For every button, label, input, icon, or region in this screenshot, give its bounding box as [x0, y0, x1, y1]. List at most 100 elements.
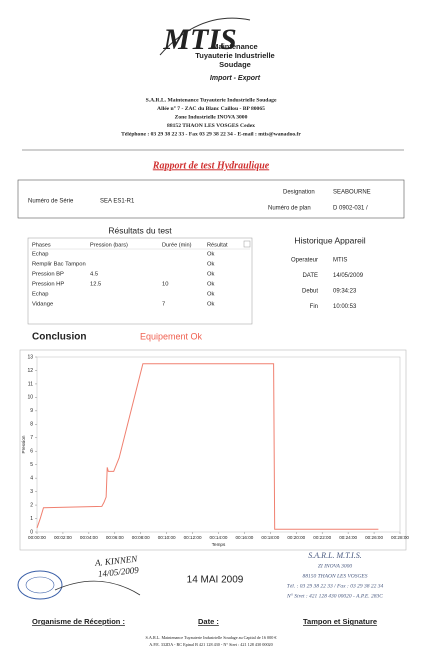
history-label: DATE: [302, 273, 318, 279]
y-tick-label: 2: [30, 502, 33, 508]
table-cell: Ok: [207, 262, 215, 268]
results-box: [27, 237, 253, 325]
x-tick-label: 00:00:00: [28, 535, 46, 540]
x-tick-label: 00:18:00: [261, 535, 279, 540]
signer-date: 14/05/2009: [97, 565, 139, 579]
history-label: Debut: [302, 289, 318, 295]
logo: MTIS: [162, 23, 236, 56]
table-cell: Ok: [207, 252, 215, 258]
x-tick-label: 00:16:00: [235, 535, 253, 540]
legal-line: S.A.R.L. Maintenance Tuyauterie Industri…: [146, 635, 278, 640]
stamp-line: ZI INOVA 3000: [318, 563, 353, 569]
table-cell: Ok: [207, 302, 215, 308]
column-header: Pression (bars): [90, 242, 128, 248]
info-box: [17, 179, 405, 219]
stamp-line: 88150 THAON LES VOSGES: [302, 573, 367, 579]
y-axis-label: Pression: [21, 435, 26, 453]
table-cell: Echap: [32, 252, 48, 258]
company-line: Soudage: [219, 60, 251, 69]
y-tick-label: 10: [27, 395, 33, 401]
y-tick-label: 7: [30, 435, 33, 441]
logo-swoosh: [159, 17, 251, 56]
stamp-line: Tél. : 03 29 38 22 33 / Fax : 03 29 38 2…: [287, 582, 384, 589]
y-tick-label: 13: [27, 354, 33, 360]
table-cell: Ok: [207, 282, 215, 288]
results-checkbox: [243, 240, 251, 248]
plan: D 0902-031 /: [333, 206, 368, 212]
y-tick-label: 8: [30, 422, 33, 428]
column-header: Résultat: [207, 242, 228, 248]
table-cell: 12.5: [90, 282, 101, 288]
serial-label: Numéro de Série: [28, 199, 74, 205]
stamp-line: S.A.R.L. M.T.I.S.: [308, 551, 361, 560]
history-value: 14/05/2009: [333, 273, 364, 279]
y-tick-label: 1: [30, 516, 33, 522]
history-label: Fin: [310, 304, 318, 310]
x-tick-label: 00:22:00: [313, 535, 331, 540]
table-cell: 7: [162, 302, 165, 308]
x-tick-label: 00:02:00: [54, 535, 72, 540]
history-title: Historique Appareil: [294, 235, 365, 245]
data-line: [36, 363, 379, 530]
date-label: Date :: [198, 617, 219, 626]
signer-name: A. KINNEN: [93, 554, 138, 569]
x-axis-label: Temps: [212, 542, 226, 547]
report-title: Rapport de test Hydraulique: [152, 160, 270, 171]
x-tick-label: 00:04:00: [80, 535, 98, 540]
x-tick-label: 00:24:00: [339, 535, 357, 540]
table-cell: Vidange: [32, 302, 53, 308]
company-line: Maintenance: [212, 42, 257, 51]
x-tick-label: 00:12:00: [184, 535, 202, 540]
round-stamp-inner: [25, 576, 55, 594]
table-cell: Remplir Bac Tampon: [32, 262, 86, 268]
table-cell: 4.5: [90, 272, 98, 278]
y-tick-label: 5: [30, 462, 33, 468]
y-tick-label: 6: [30, 449, 33, 455]
address-line: Téléphone : 03 29 38 22 33 - Fax 03 29 3…: [121, 131, 301, 137]
stamp-label: Tampon et Signature: [303, 617, 377, 626]
reception-label: Organisme de Réception :: [32, 617, 125, 626]
stamp-date: 14 MAI 2009: [187, 575, 244, 586]
chart-frame: [19, 349, 407, 551]
address-line: Zone Industrielle INOVA 3000: [175, 114, 248, 120]
legal-line: A.P.E. 332DA - RC Epinal B 421 128 430 -…: [149, 642, 272, 647]
y-tick-label: 0: [30, 529, 33, 535]
conclusion-value: Equipement Ok: [140, 331, 203, 341]
history-value: 10:00:53: [333, 304, 357, 310]
table-cell: Ok: [207, 292, 215, 298]
address-line: 88152 THAON LES VOSGES Cedex: [167, 123, 255, 129]
x-tick-label: 00:28:00: [391, 535, 409, 540]
history-value: 09:34:23: [333, 289, 357, 295]
table-cell: Pression BP: [32, 272, 64, 278]
table-cell: Echap: [32, 292, 48, 298]
x-tick-label: 00:26:00: [365, 535, 383, 540]
history-label: Operateur: [291, 258, 318, 264]
serial: SEA ES1-R1: [100, 199, 135, 205]
conclusion-label: Conclusion: [32, 332, 86, 343]
plan-label: Numéro de plan: [268, 206, 311, 212]
round-stamp: [17, 570, 63, 600]
tagline: Import - Export: [210, 75, 261, 82]
x-tick-label: 00:10:00: [158, 535, 176, 540]
history-value: MTIS: [333, 258, 347, 264]
x-tick-label: 00:06:00: [106, 535, 124, 540]
results-title: Résultats du test: [108, 225, 172, 235]
x-tick-label: 00:20:00: [287, 535, 305, 540]
x-tick-label: 00:08:00: [132, 535, 150, 540]
y-tick-label: 9: [30, 408, 33, 414]
designation: SEABOURNE: [333, 190, 371, 196]
y-tick-label: 11: [28, 381, 33, 387]
address-line: Allée n° 7 - ZAC du Blanc Caillou - BP 8…: [157, 105, 265, 112]
table-cell: 10: [162, 282, 168, 288]
y-tick-label: 12: [27, 368, 33, 374]
address-line: S.A.R.L. Maintenance Tuyauterie Industri…: [146, 97, 277, 103]
column-header: Durée (min): [162, 242, 192, 248]
column-header: Phases: [32, 242, 51, 248]
table-cell: Ok: [207, 272, 215, 278]
signature-stroke: [54, 580, 141, 596]
x-tick-label: 00:14:00: [210, 535, 228, 540]
y-tick-label: 4: [30, 475, 33, 481]
